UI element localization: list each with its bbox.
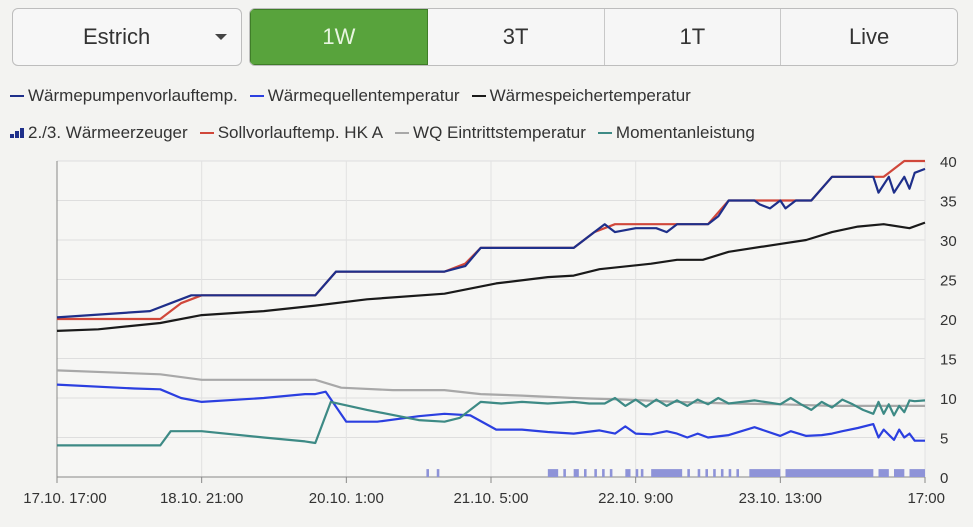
bar-warmeerzeuger — [878, 469, 889, 477]
top-bar: Estrich 1W 3T 1T Live — [12, 8, 958, 66]
range-label: 3T — [502, 24, 529, 49]
range-button-1w[interactable]: 1W — [250, 9, 428, 65]
bar-warmeerzeuger — [909, 469, 925, 477]
series-line — [56, 383, 925, 442]
legend-label: WQ Eintrittstemperatur — [413, 123, 586, 142]
bar-warmeerzeuger — [736, 469, 739, 477]
legend-item[interactable]: 2./3. Wärmeerzeuger — [10, 123, 188, 143]
line-swatch-icon — [471, 95, 486, 97]
legend-label: Wärmequellentemperatur — [267, 86, 460, 105]
legend-item[interactable]: Sollvorlauftemp. HK A — [199, 123, 384, 143]
y-tick-label: 30 — [940, 233, 957, 250]
x-tick-label: 22.10. 9:00 — [598, 490, 673, 507]
x-tick-label: 17.10. 17:00 — [23, 490, 106, 507]
bar-warmeerzeuger — [602, 469, 605, 477]
bar-warmeerzeuger — [573, 469, 579, 477]
range-label: Live — [848, 24, 890, 49]
range-label: 1T — [679, 24, 706, 49]
bar-warmeerzeuger — [728, 469, 732, 477]
chart-legend-row-1: Wärmepumpenvorlauftemp. Wärmequellentemp… — [10, 86, 691, 106]
bar-warmeerzeuger — [436, 469, 440, 477]
legend-label: Wärmespeichertemperatur — [489, 86, 691, 105]
legend-label: Wärmepumpenvorlauftemp. — [28, 86, 238, 105]
chart-legend-row-2: 2./3. Wärmeerzeuger Sollvorlauftemp. HK … — [10, 123, 755, 143]
bar-warmeerzeuger — [609, 469, 613, 477]
legend-item[interactable]: Wärmespeichertemperatur — [471, 86, 691, 106]
bar-warmeerzeuger — [563, 469, 566, 477]
series-line — [56, 221, 926, 332]
y-tick-label: 0 — [940, 470, 948, 487]
y-tick-label: 5 — [940, 431, 948, 448]
location-dropdown[interactable]: Estrich — [12, 8, 242, 66]
x-tick-label: 18.10. 21:00 — [160, 490, 243, 507]
chevron-down-icon — [215, 34, 227, 40]
x-tick-label: 17:00 — [907, 490, 945, 507]
legend-label: 2./3. Wärmeerzeuger — [28, 123, 188, 142]
line-swatch-icon — [395, 132, 410, 134]
bar-warmeerzeuger — [713, 469, 716, 477]
series-line — [57, 396, 926, 447]
bar-warmeerzeuger — [697, 469, 701, 477]
line-swatch-icon — [10, 95, 24, 97]
range-button-1t[interactable]: 1T — [604, 9, 782, 65]
series-line — [56, 167, 926, 319]
y-tick-label: 35 — [940, 194, 957, 211]
y-tick-label: 25 — [940, 273, 957, 290]
bar-warmeerzeuger — [720, 469, 724, 477]
range-label: 1W — [322, 24, 356, 49]
legend-label: Momentanleistung — [615, 123, 755, 142]
bar-warmeerzeuger — [749, 469, 781, 477]
line-swatch-icon — [249, 95, 264, 97]
bar-warmeerzeuger — [687, 469, 690, 477]
y-tick-label: 20 — [940, 312, 957, 329]
legend-item[interactable]: Wärmequellentemperatur — [249, 86, 460, 106]
x-tick-label: 21.10. 5:00 — [453, 490, 528, 507]
legend-item[interactable]: WQ Eintrittstemperatur — [395, 123, 586, 143]
legend-item[interactable]: Wärmepumpenvorlauftemp. — [10, 86, 238, 106]
series-line — [56, 369, 925, 407]
y-tick-label: 10 — [940, 391, 957, 408]
bar-swatch-icon — [10, 128, 24, 138]
bar-warmeerzeuger — [635, 469, 639, 477]
line-swatch-icon — [597, 132, 612, 134]
bar-warmeerzeuger — [584, 469, 587, 477]
legend-item[interactable]: Momentanleistung — [597, 123, 755, 143]
legend-label: Sollvorlauftemp. HK A — [217, 123, 384, 142]
x-tick-label: 20.10. 1:00 — [309, 490, 384, 507]
bar-warmeerzeuger — [625, 469, 631, 477]
location-dropdown-label: Estrich — [83, 24, 151, 49]
range-button-3t[interactable]: 3T — [427, 9, 605, 65]
bar-warmeerzeuger — [547, 469, 559, 477]
time-range-selector: 1W 3T 1T Live — [249, 8, 958, 66]
bar-warmeerzeuger — [651, 469, 683, 477]
y-tick-label: 40 — [940, 154, 957, 171]
bar-warmeerzeuger — [594, 469, 597, 477]
line-swatch-icon — [199, 132, 214, 134]
bar-warmeerzeuger — [705, 469, 708, 477]
bar-warmeerzeuger — [426, 469, 429, 477]
bar-warmeerzeuger — [785, 469, 874, 477]
bar-warmeerzeuger — [894, 469, 905, 477]
bar-warmeerzeuger — [640, 469, 644, 477]
range-button-live[interactable]: Live — [781, 9, 957, 65]
y-tick-label: 15 — [940, 352, 957, 369]
x-tick-label: 23.10. 13:00 — [739, 490, 822, 507]
